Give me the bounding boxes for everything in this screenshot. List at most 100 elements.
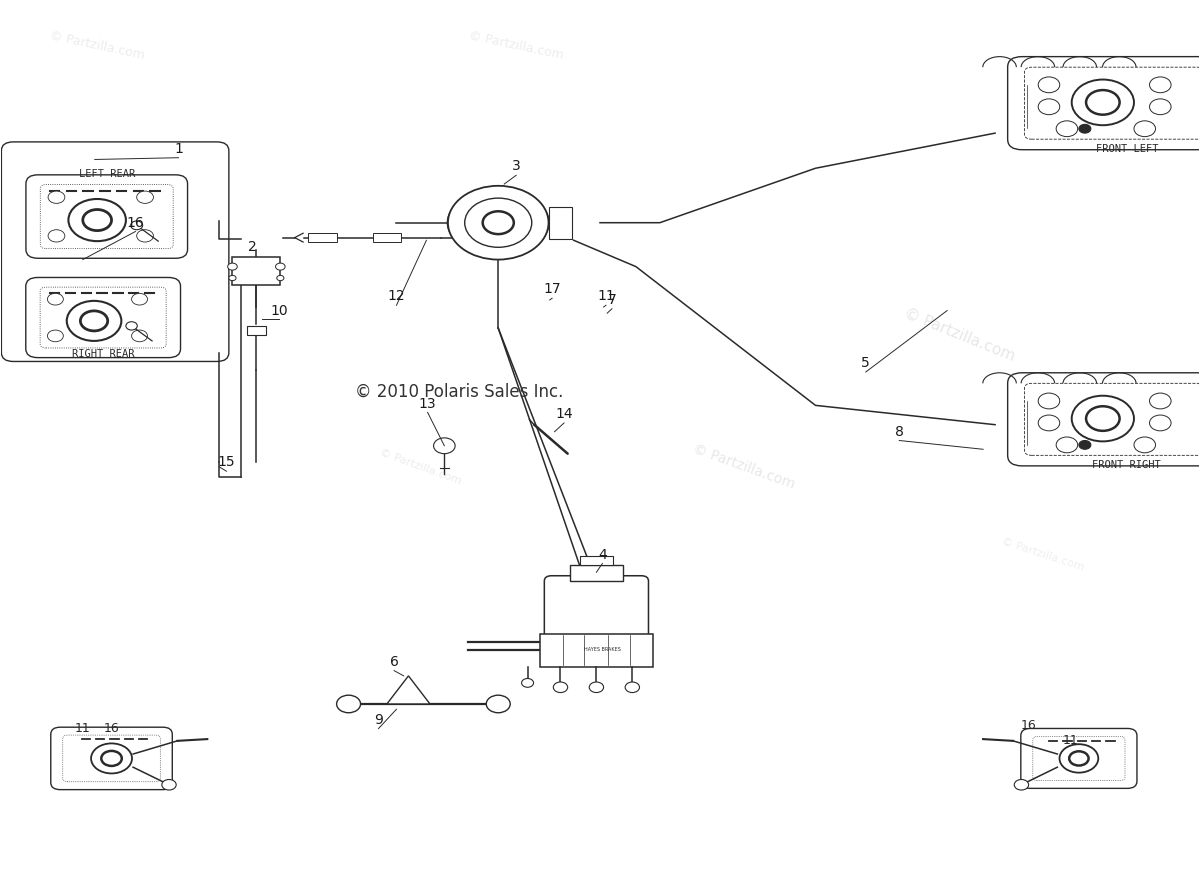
Text: 11: 11 (598, 290, 614, 303)
Circle shape (137, 191, 154, 204)
FancyBboxPatch shape (1008, 373, 1200, 466)
Circle shape (48, 191, 65, 204)
Circle shape (337, 695, 360, 713)
Circle shape (48, 293, 64, 305)
Text: RIGHT REAR: RIGHT REAR (72, 349, 134, 359)
Circle shape (1072, 79, 1134, 125)
Circle shape (1038, 77, 1060, 93)
Circle shape (1038, 415, 1060, 431)
Circle shape (1150, 415, 1171, 431)
Circle shape (137, 230, 154, 242)
Circle shape (83, 210, 112, 231)
Circle shape (162, 780, 176, 790)
Text: FRONT RIGHT: FRONT RIGHT (1092, 460, 1162, 470)
FancyBboxPatch shape (25, 278, 180, 358)
Circle shape (1056, 121, 1078, 137)
Circle shape (277, 276, 284, 281)
Text: 1: 1 (174, 142, 184, 156)
Text: 11: 11 (1063, 735, 1079, 747)
Text: 11: 11 (74, 722, 91, 735)
Text: 6: 6 (390, 655, 398, 669)
Text: 3: 3 (512, 159, 521, 174)
Bar (580, 557, 613, 566)
Circle shape (433, 438, 455, 454)
Text: © 2010 Polaris Sales Inc.: © 2010 Polaris Sales Inc. (354, 383, 563, 401)
Circle shape (448, 186, 548, 260)
Circle shape (486, 695, 510, 713)
Circle shape (1134, 437, 1156, 453)
Circle shape (1150, 393, 1171, 409)
Circle shape (132, 330, 148, 342)
Bar (308, 233, 337, 242)
Circle shape (126, 322, 137, 330)
Circle shape (1086, 90, 1120, 115)
Text: © Partzilla.com: © Partzilla.com (378, 448, 462, 486)
Circle shape (132, 293, 148, 305)
Circle shape (1038, 99, 1060, 115)
Circle shape (1086, 406, 1120, 431)
Circle shape (1072, 396, 1134, 441)
Circle shape (1079, 440, 1091, 449)
Circle shape (67, 301, 121, 341)
Text: 14: 14 (556, 407, 572, 421)
Circle shape (1014, 780, 1028, 790)
Circle shape (522, 678, 534, 687)
Circle shape (1038, 393, 1060, 409)
Bar (372, 233, 401, 242)
Text: © Partzilla.com: © Partzilla.com (468, 29, 565, 62)
Text: 8: 8 (895, 425, 904, 439)
Circle shape (1150, 99, 1171, 115)
Circle shape (1060, 744, 1098, 773)
Bar (247, 326, 266, 335)
Text: 16: 16 (103, 722, 120, 735)
Circle shape (1056, 437, 1078, 453)
Circle shape (80, 311, 108, 331)
Circle shape (48, 330, 64, 342)
Bar (233, 257, 281, 285)
Bar (548, 207, 572, 239)
Text: 15: 15 (217, 455, 235, 470)
Text: © Partzilla.com: © Partzilla.com (48, 29, 146, 62)
Text: 5: 5 (862, 356, 870, 370)
Circle shape (625, 682, 640, 692)
Text: 16: 16 (127, 216, 144, 230)
Circle shape (91, 744, 132, 774)
Circle shape (131, 221, 143, 230)
Circle shape (229, 276, 236, 281)
Bar (540, 633, 653, 667)
Circle shape (464, 198, 532, 248)
FancyBboxPatch shape (1021, 729, 1136, 788)
Circle shape (101, 751, 121, 766)
FancyBboxPatch shape (50, 727, 173, 789)
Text: 4: 4 (598, 548, 607, 562)
Text: 2: 2 (248, 241, 257, 255)
Circle shape (1079, 124, 1091, 133)
Text: 10: 10 (270, 304, 288, 317)
Text: © Partzilla.com: © Partzilla.com (901, 306, 1016, 364)
Circle shape (228, 263, 238, 270)
Circle shape (68, 199, 126, 241)
FancyBboxPatch shape (1, 142, 229, 361)
Polygon shape (386, 676, 430, 704)
Circle shape (589, 682, 604, 692)
Circle shape (48, 230, 65, 242)
Text: 9: 9 (374, 713, 383, 727)
Circle shape (1150, 77, 1171, 93)
Text: 16: 16 (1021, 720, 1037, 732)
Text: 12: 12 (388, 290, 406, 303)
Text: 7: 7 (607, 293, 617, 307)
Circle shape (276, 263, 286, 270)
Text: © Partzilla.com: © Partzilla.com (1001, 537, 1086, 573)
Circle shape (482, 211, 514, 234)
Text: FRONT LEFT: FRONT LEFT (1096, 144, 1158, 153)
Circle shape (1069, 751, 1088, 766)
Text: © Partzilla.com: © Partzilla.com (691, 442, 797, 492)
Text: LEFT REAR: LEFT REAR (79, 169, 134, 179)
Bar (570, 566, 623, 581)
FancyBboxPatch shape (26, 174, 187, 258)
Circle shape (1134, 121, 1156, 137)
Text: 13: 13 (419, 396, 437, 411)
FancyBboxPatch shape (1008, 56, 1200, 150)
Text: 17: 17 (544, 283, 560, 296)
Text: HAYES BRAKES: HAYES BRAKES (584, 647, 620, 652)
